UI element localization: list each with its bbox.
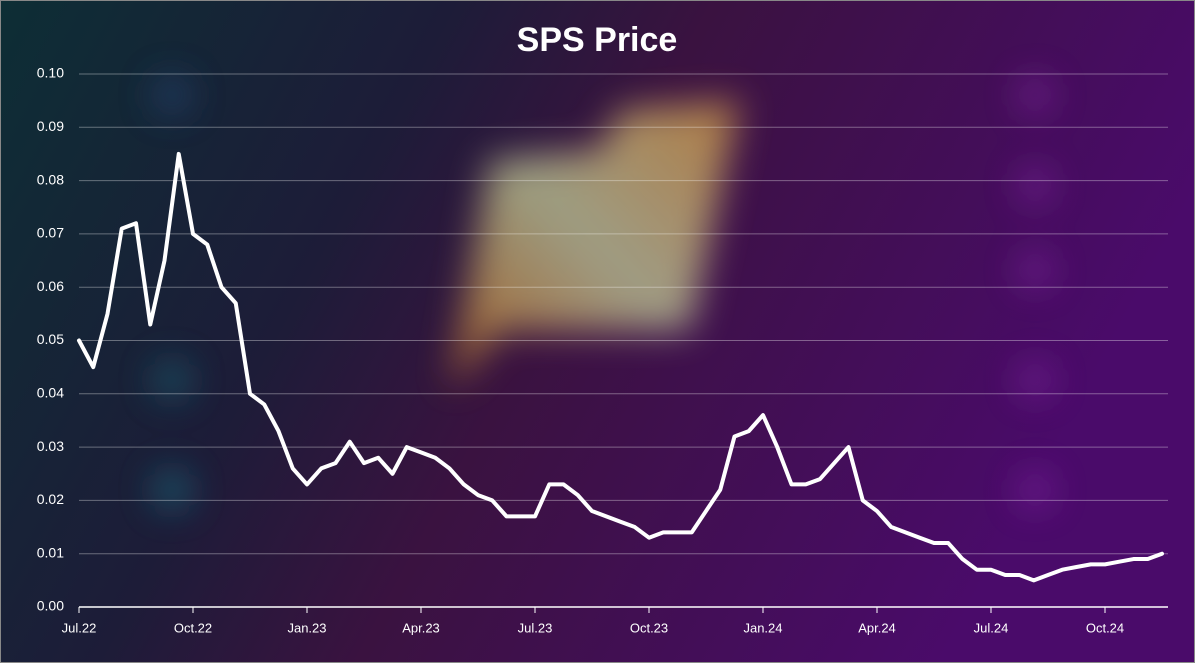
x-tick-label: Jan.24 <box>743 620 782 635</box>
y-tick-label: 0.03 <box>37 438 64 454</box>
y-tick-label: 0.04 <box>37 385 64 401</box>
x-tick-label: Oct.23 <box>630 620 668 635</box>
y-tick-label: 0.00 <box>37 598 64 614</box>
y-tick-label: 0.09 <box>37 118 64 134</box>
x-tick-label: Oct.24 <box>1086 620 1124 635</box>
background-logo <box>154 77 1051 508</box>
x-tick-label: Jul.23 <box>518 620 553 635</box>
y-tick-label: 0.10 <box>37 65 64 81</box>
y-tick-label: 0.06 <box>37 278 64 294</box>
x-tick-label: Jul.22 <box>62 620 97 635</box>
x-tick-label: Apr.24 <box>858 620 896 635</box>
y-tick-label: 0.02 <box>37 491 64 507</box>
x-tick-label: Apr.23 <box>402 620 440 635</box>
price-line <box>77 151 1164 583</box>
y-tick-label: 0.01 <box>37 544 64 560</box>
x-tick-label: Jul.24 <box>974 620 1009 635</box>
y-tick-label: 0.05 <box>37 331 64 347</box>
x-tick-label: Oct.22 <box>174 620 212 635</box>
y-tick-label: 0.08 <box>37 171 64 187</box>
y-tick-label: 0.07 <box>37 225 64 241</box>
chart-title: SPS Price <box>517 21 678 59</box>
x-tick-label: Jan.23 <box>287 620 326 635</box>
